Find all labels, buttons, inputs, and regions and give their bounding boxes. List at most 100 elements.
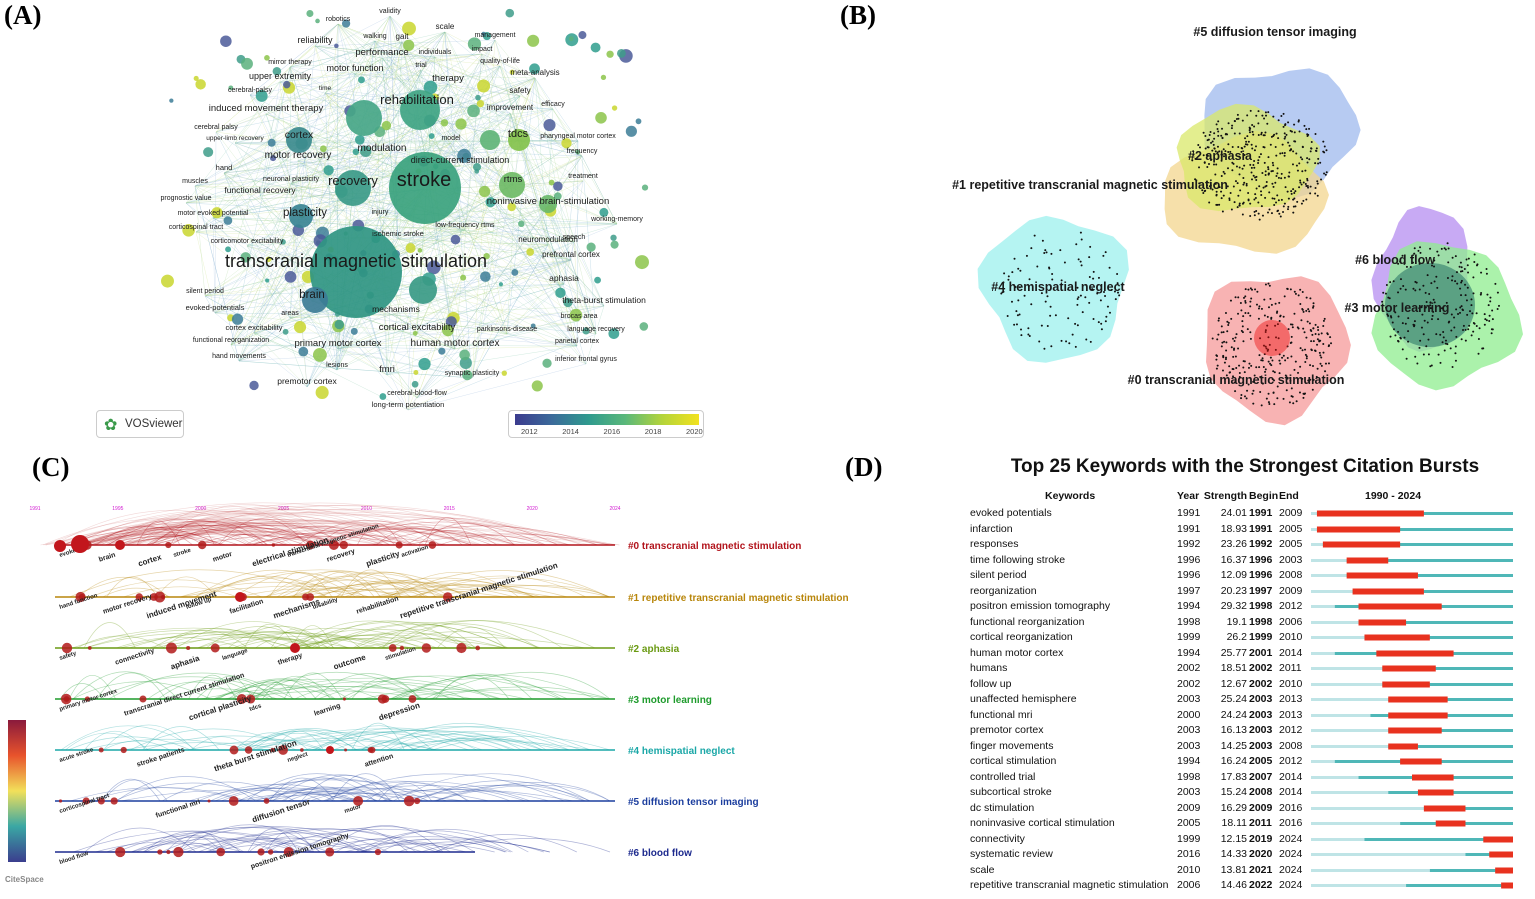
- pre-year-segment: [1311, 853, 1466, 856]
- timeline-year-label: 2015: [444, 506, 455, 512]
- end-cell: 2005: [1279, 522, 1303, 535]
- year-cell: 1999: [1177, 832, 1201, 845]
- timeline-keyword: tdcs: [249, 703, 263, 713]
- burst-segment: [1382, 681, 1430, 687]
- cluster-2-region: [1176, 103, 1320, 212]
- burst-row: infarction 1991 18.93 1991 2005: [965, 522, 1525, 538]
- network-term-label: pharyngeal motor cortex: [540, 133, 616, 140]
- network-term-label: model: [441, 135, 461, 142]
- panel-a-label: (A): [4, 0, 42, 30]
- timeline-cluster-label-5: #5 diffusion tensor imaging: [628, 797, 759, 808]
- year-cell: 1994: [1177, 646, 1201, 659]
- year-cell: 2005: [1177, 817, 1201, 829]
- network-term-label: parietal cortex: [555, 338, 599, 345]
- begin-cell: 2003: [1249, 739, 1273, 752]
- timeline-cluster-label-2: #2 aphasia: [628, 644, 680, 655]
- begin-cell: 2003: [1249, 693, 1273, 705]
- begin-cell: 1999: [1249, 631, 1273, 643]
- burst-row: connectivity 1999 12.15 2019 2024: [965, 832, 1525, 848]
- burst-timeline-bar: [1311, 836, 1513, 842]
- pre-year-segment: [1311, 667, 1383, 670]
- burst-timeline-bar: [1311, 696, 1513, 703]
- strength-cell: 16.24: [1220, 755, 1247, 767]
- burst-timeline-bar: [1311, 619, 1513, 625]
- network-term-label: trial: [415, 62, 427, 69]
- pre-year-segment: [1311, 744, 1389, 748]
- timeline-keyword: stroke: [173, 547, 193, 558]
- begin-cell: 2019: [1249, 832, 1273, 845]
- burst-row: scale 2010 13.81 2021 2024: [965, 863, 1525, 879]
- network-term-label: cerebral-palsy: [228, 87, 272, 94]
- begin-cell: 1992: [1249, 538, 1273, 550]
- begin-cell: 2007: [1249, 770, 1273, 783]
- burst-timeline-bar: [1311, 758, 1513, 765]
- burst-timeline-bar: [1311, 882, 1513, 889]
- strength-cell: 25.77: [1220, 646, 1247, 659]
- keyword-cell: unaffected hemisphere: [970, 693, 1077, 705]
- network-term-label: motor function: [326, 63, 383, 73]
- keyword-cell: infarction: [970, 522, 1013, 535]
- network-term-label: neuromodulation: [518, 235, 578, 244]
- burst-segment: [1435, 820, 1466, 827]
- pre-year-segment: [1311, 760, 1335, 763]
- burst-row: cortical stimulation 1994 16.24 2005 2012: [965, 754, 1525, 770]
- timeline-keyword: attention: [364, 753, 394, 769]
- network-term-label: therapy: [432, 73, 464, 84]
- keyword-cell: evoked potentials: [970, 507, 1052, 519]
- year-cell: 1997: [1177, 584, 1201, 597]
- burst-timeline-bar: [1311, 557, 1513, 563]
- network-term-label: impact: [472, 46, 493, 53]
- keyword-cell: systematic review: [970, 848, 1053, 860]
- color-scale-ticks: 2012 2014 2016 2018 2020: [515, 426, 703, 438]
- burst-segment: [1376, 650, 1454, 656]
- network-hub-node-7: [508, 129, 530, 151]
- network-term-label: treatment: [568, 173, 598, 180]
- timeline-year-label: 1995: [112, 506, 123, 512]
- burst-timeline-bar: [1311, 634, 1513, 641]
- end-cell: 2016: [1279, 801, 1303, 814]
- timeline-keyword: connectivity: [114, 647, 155, 666]
- burst-segment: [1495, 867, 1513, 873]
- burst-timeline-bar: [1311, 851, 1513, 858]
- timeline-hub-node: [235, 592, 245, 602]
- header-range: 1990 - 2024: [1365, 490, 1422, 502]
- network-hub-node-6: [286, 127, 312, 153]
- timeline-keyword: facilitation: [229, 598, 264, 615]
- panel-d-label: (D): [845, 452, 883, 482]
- strength-cell: 18.11: [1221, 817, 1248, 829]
- keyword-cell: subcortical stroke: [970, 786, 1052, 798]
- network-term-label: individuals: [419, 49, 452, 56]
- burst-row: cortical reorganization 1999 26.2 1999 2010: [965, 630, 1525, 646]
- keyword-cell: controlled trial: [970, 770, 1036, 783]
- timeline-hub-node: [326, 746, 334, 754]
- year-cell: 2000: [1177, 708, 1201, 721]
- active-year-segment: [1388, 729, 1513, 732]
- burst-timeline-bar: [1311, 867, 1513, 873]
- end-cell: 2024: [1279, 848, 1303, 860]
- network-term-label: functional recovery: [224, 185, 296, 195]
- end-cell: 2003: [1279, 553, 1303, 566]
- network-term-label: brocas area: [561, 313, 598, 320]
- strength-cell: 16.13: [1220, 724, 1247, 736]
- network-term-label: corticomotor excitability: [211, 238, 284, 245]
- burst-timeline-bar: [1311, 665, 1513, 672]
- active-year-segment: [1429, 868, 1513, 872]
- year-cell: 2002: [1177, 677, 1201, 690]
- panel-c-label: (C): [32, 452, 70, 482]
- network-term-label: functional reorganization: [193, 337, 269, 344]
- timeline-cluster-label-3: #3 motor learning: [628, 695, 712, 706]
- year-cell: 1991: [1177, 522, 1201, 535]
- end-cell: 2013: [1279, 708, 1303, 721]
- network-term-label: prognostic value: [161, 195, 212, 202]
- pre-year-segment: [1311, 884, 1407, 887]
- timeline-year-label: 2000: [195, 506, 206, 512]
- burst-timeline-bar: [1311, 681, 1513, 687]
- timeline-cluster-label-0: #0 transcranial magnetic stimulation: [628, 541, 801, 552]
- network-term-label: cortex: [285, 129, 314, 141]
- timeline-hub-node: [71, 535, 89, 553]
- year-cell: 1994: [1177, 755, 1201, 767]
- year-cell: 1991: [1177, 507, 1201, 519]
- network-term-label: cortex excitability: [225, 323, 282, 332]
- timeline-year-label: 2005: [278, 506, 289, 512]
